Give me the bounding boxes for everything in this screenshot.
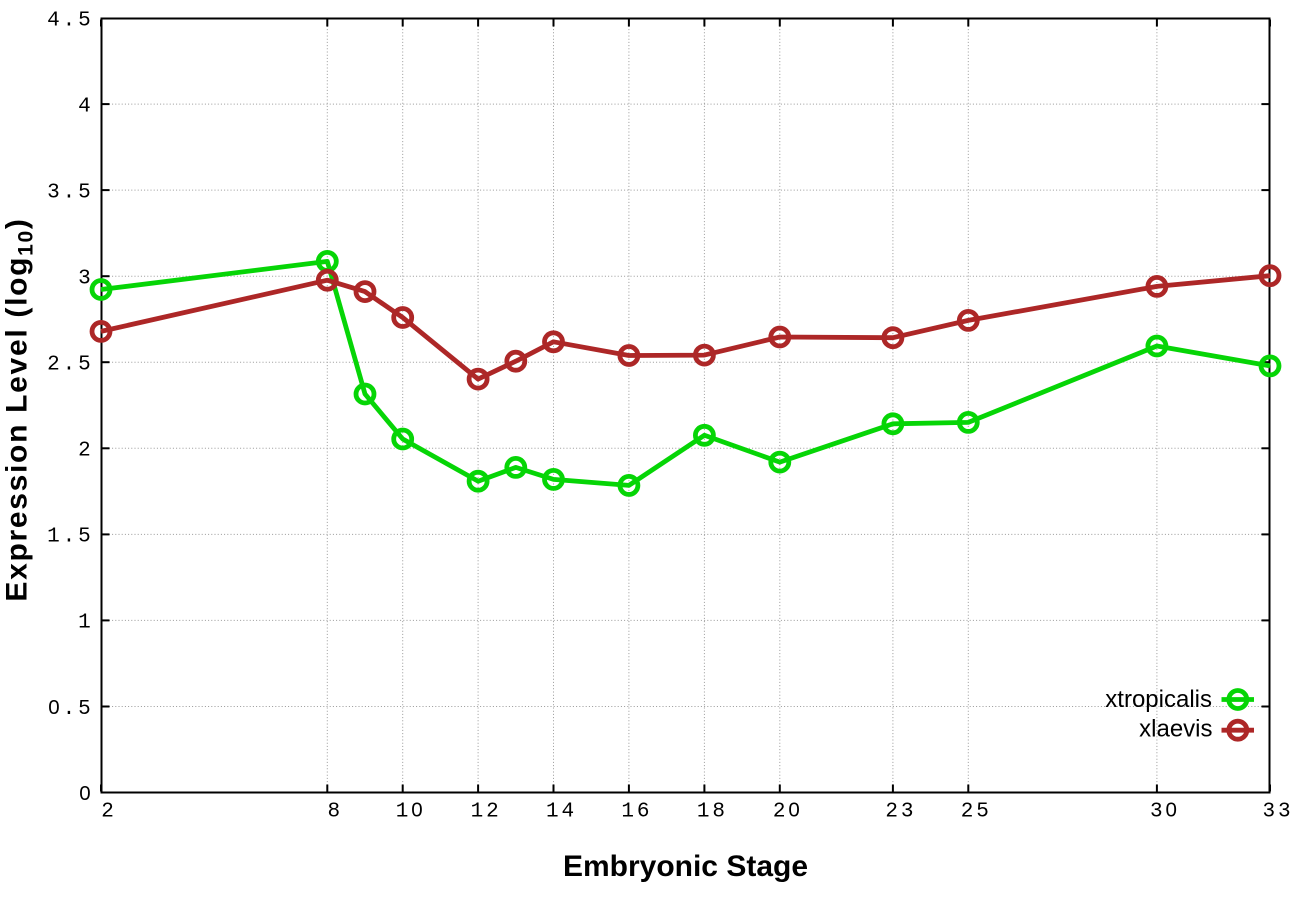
- svg-text:4: 4: [78, 95, 94, 118]
- svg-text:0.5: 0.5: [48, 696, 93, 721]
- svg-text:2: 2: [101, 801, 117, 824]
- svg-text:xtropicalis: xtropicalis: [1105, 686, 1212, 713]
- svg-text:2: 2: [78, 440, 94, 463]
- svg-text:4.5: 4.5: [47, 9, 94, 32]
- svg-text:xlaevis: xlaevis: [1139, 716, 1212, 743]
- svg-text:33: 33: [1262, 801, 1293, 824]
- svg-text:18: 18: [697, 801, 728, 824]
- svg-text:8: 8: [328, 801, 344, 824]
- svg-text:30: 30: [1150, 799, 1180, 824]
- svg-text:16: 16: [621, 801, 652, 824]
- svg-text:14: 14: [546, 801, 577, 824]
- svg-text:Embryonic Stage: Embryonic Stage: [563, 850, 808, 883]
- svg-text:12: 12: [471, 801, 502, 824]
- svg-text:1: 1: [78, 612, 94, 635]
- svg-text:2.5: 2.5: [47, 354, 94, 377]
- svg-text:1.5: 1.5: [47, 526, 94, 549]
- svg-text:Expression Level (log10): Expression Level (log10): [1, 217, 38, 601]
- svg-text:3: 3: [78, 268, 94, 291]
- svg-text:23: 23: [885, 801, 916, 824]
- svg-text:10: 10: [396, 799, 426, 824]
- svg-text:25: 25: [961, 801, 992, 824]
- svg-text:0: 0: [79, 782, 93, 805]
- svg-text:3.5: 3.5: [47, 182, 94, 205]
- svg-text:20: 20: [773, 799, 803, 824]
